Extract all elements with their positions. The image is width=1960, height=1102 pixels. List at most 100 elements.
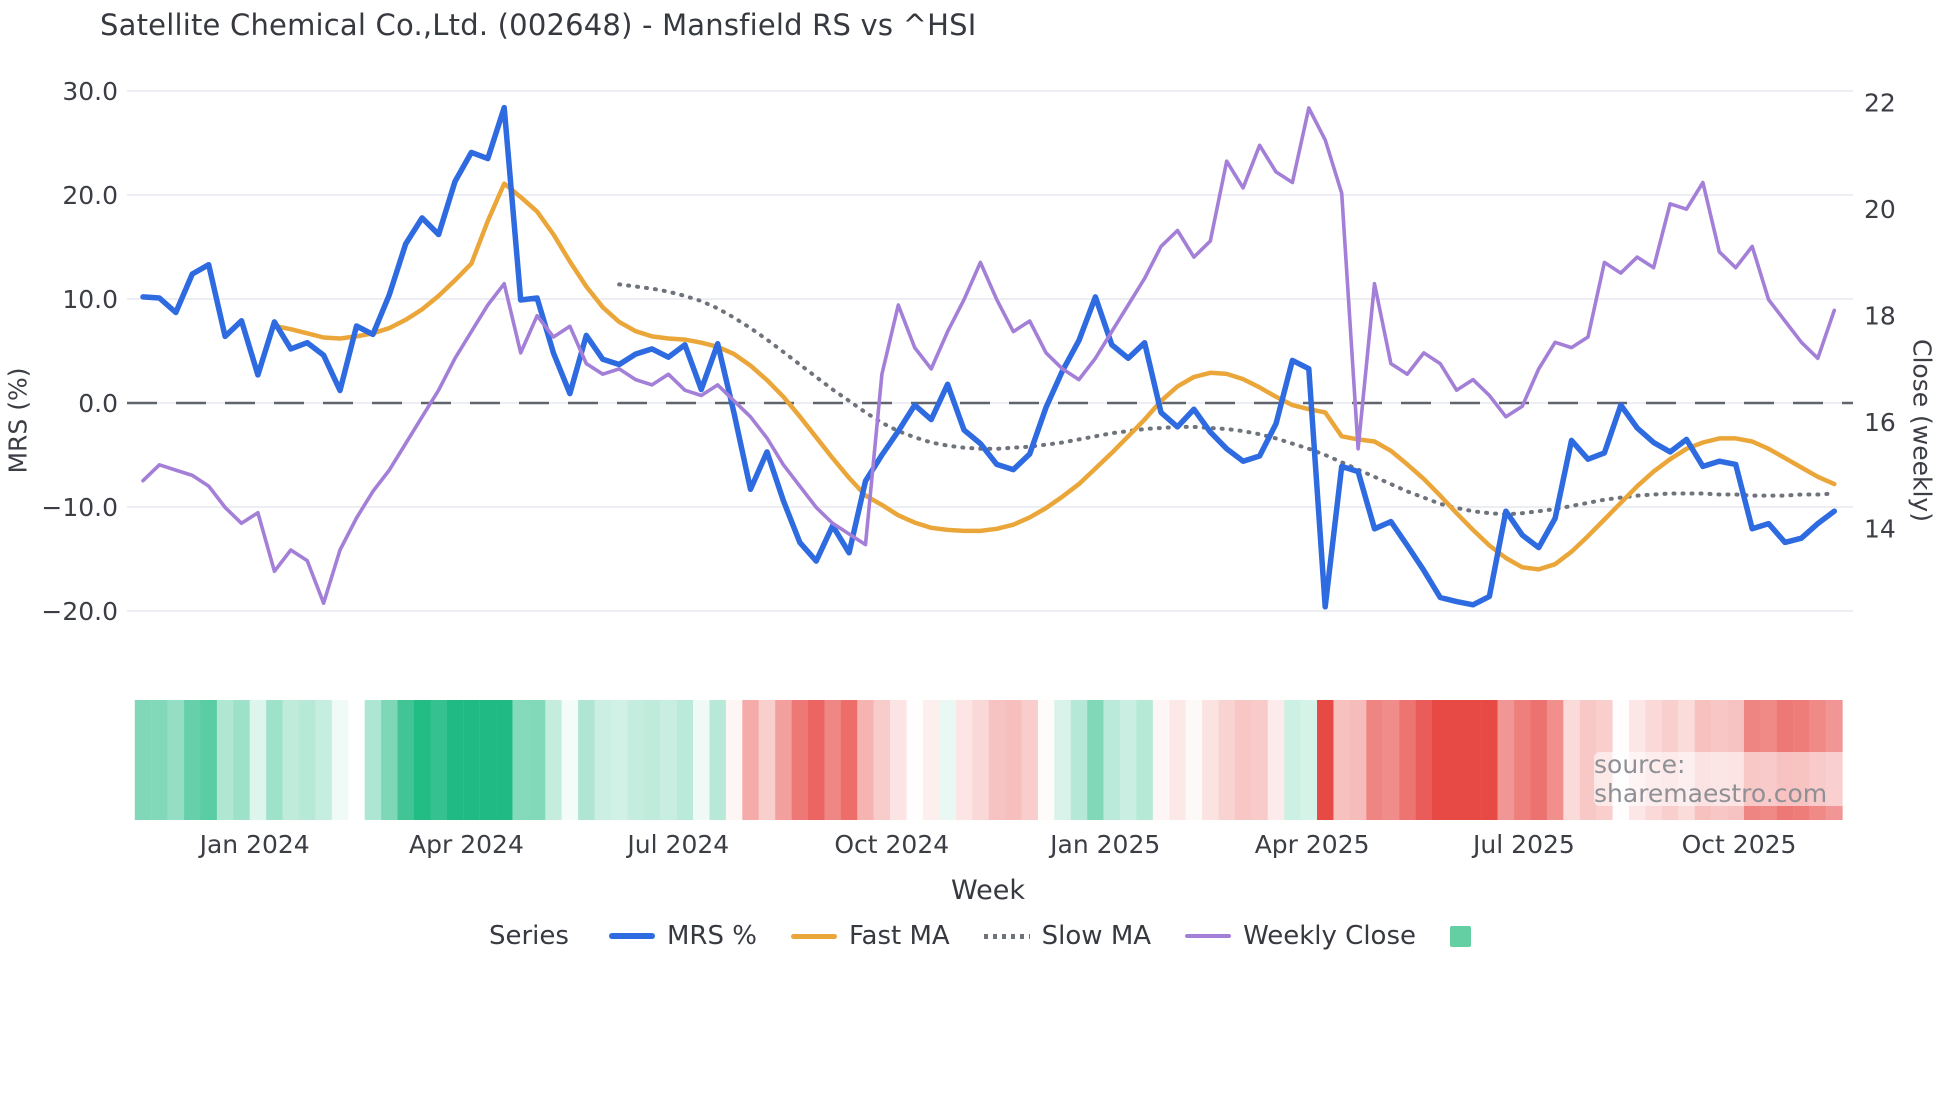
heatmap-cell (824, 700, 842, 820)
chart-title: Satellite Chemical Co.,Ltd. (002648) - M… (100, 8, 977, 42)
heatmap-cell (693, 700, 710, 820)
right-axis-tick: 16 (1864, 408, 1896, 437)
heatmap-cell (512, 700, 530, 820)
heatmap-cell (1087, 700, 1104, 820)
legend-item-label: Fast MA (848, 921, 950, 951)
legend-item-fast-ma[interactable]: Fast MA (790, 921, 950, 951)
heatmap-cell (446, 700, 464, 820)
heatmap-cell (151, 700, 168, 820)
heatmap-cell (430, 700, 447, 820)
heatmap-cell (1366, 700, 1383, 820)
right-axis-tick: 20 (1864, 195, 1896, 224)
heatmap-cell (266, 700, 283, 820)
heatmap-cell (200, 700, 218, 820)
legend-item-weekly-close[interactable]: Weekly Close (1185, 921, 1416, 951)
heatmap-cell (627, 700, 644, 820)
heatmap-cell (610, 700, 628, 820)
heatmap-cell (561, 700, 579, 820)
left-axis-tick: −20.0 (41, 597, 118, 626)
heatmap-cell (364, 700, 382, 820)
heatmap-cell (413, 700, 431, 820)
left-axis-tick: 0.0 (78, 389, 118, 418)
legend-item-slow-ma[interactable]: Slow MA (983, 921, 1152, 951)
heatmap-cell (315, 700, 333, 820)
heatmap-cell (1349, 700, 1367, 820)
heatmap-cell (1070, 700, 1088, 820)
legend-dotted-swatch (983, 933, 1030, 939)
heatmap-cell (922, 700, 940, 820)
heatmap-cell (216, 700, 234, 820)
heatmap-cell (1185, 700, 1203, 820)
heatmap-cell (890, 700, 907, 820)
heatmap-cell (1054, 700, 1071, 820)
heatmap-cell (1530, 700, 1548, 820)
heatmap-cell (1103, 700, 1121, 820)
heatmap-cell (939, 700, 956, 820)
heatmap-cell (1169, 700, 1186, 820)
x-axis-tick: Apr 2024 (409, 830, 524, 859)
legend-item-mrs-[interactable]: MRS % (608, 921, 757, 951)
heatmap-cell (578, 700, 595, 820)
heatmap-cell (1382, 700, 1400, 820)
heatmap-cell (134, 700, 152, 820)
heatmap-cell (840, 700, 858, 820)
heatmap-cell (1119, 700, 1137, 820)
heatmap-cell (873, 700, 891, 820)
heatmap-cell (298, 700, 316, 820)
x-axis-tick: Jul 2025 (1471, 830, 1575, 859)
heatmap-cell (1563, 700, 1580, 820)
series-weekly-close (141, 106, 1837, 606)
heatmap-cell (331, 700, 349, 820)
heatmap-cell (381, 700, 398, 820)
source-text: source: sharemaestro.com (1594, 750, 1828, 808)
heatmap-cell (1497, 700, 1515, 820)
heatmap-cell (906, 700, 924, 820)
heatmap-cell (463, 700, 480, 820)
heatmap-cell (528, 700, 546, 820)
x-axis-tick: Jul 2024 (625, 830, 729, 859)
heatmap-cell (676, 700, 694, 820)
heatmap-cell (775, 700, 792, 820)
legend-line-swatch (608, 933, 655, 939)
heatmap-cell (1202, 700, 1219, 820)
heatmap-cell (1448, 700, 1465, 820)
left-axis-tick: 10.0 (62, 285, 118, 314)
heatmap-cell (709, 700, 727, 820)
heatmap-cell (249, 700, 267, 820)
heatmap-cell (1251, 700, 1268, 820)
heatmap-cell (1136, 700, 1154, 820)
heatmap-cell (972, 700, 989, 820)
heatmap-cell (758, 700, 776, 820)
heatmap-cell (545, 700, 562, 820)
right-axis-title: Close (weekly) (1907, 339, 1937, 522)
heatmap-cell (1431, 700, 1449, 820)
heatmap-cell (988, 700, 1006, 820)
heatmap-cell (791, 700, 809, 820)
series-slow-ma (617, 282, 1837, 517)
left-axis-tick: 20.0 (62, 181, 118, 210)
legend-square-swatch (1450, 925, 1471, 947)
heatmap-cell (167, 700, 185, 820)
heatmap-cell (742, 700, 759, 820)
right-axis-tick: 18 (1864, 302, 1896, 331)
heatmap-cell (955, 700, 973, 820)
series-fast-ma (272, 181, 1837, 572)
heatmap-cell (1037, 700, 1055, 820)
heatmap-cell (1218, 700, 1236, 820)
heatmap-cell (1284, 700, 1301, 820)
heatmap-cell (1514, 700, 1531, 820)
x-axis-tick: Oct 2025 (1682, 830, 1797, 859)
heatmap-cell (660, 700, 677, 820)
heatmap-cell (1579, 700, 1597, 820)
legend-item-label: Slow MA (1041, 921, 1152, 951)
heatmap-cell (479, 700, 497, 820)
legend-item-heatmap[interactable] (1450, 925, 1471, 947)
heatmap-cell (1021, 700, 1039, 820)
heatmap-cell (184, 700, 201, 820)
heatmap-cell (1267, 700, 1285, 820)
legend-item-label: Weekly Close (1243, 921, 1416, 951)
heatmap-cell (1481, 700, 1498, 820)
left-axis-tick: −10.0 (41, 493, 118, 522)
